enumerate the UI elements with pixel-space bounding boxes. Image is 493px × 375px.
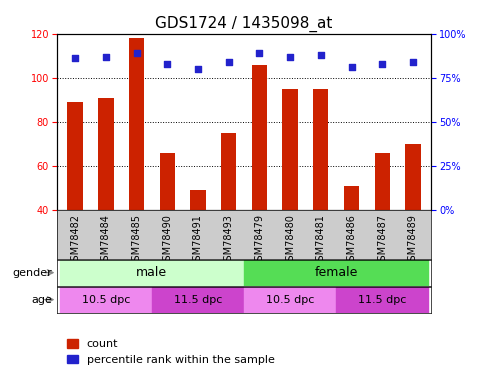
Bar: [405, 144, 421, 210]
Text: GSM78485: GSM78485: [132, 214, 141, 267]
Text: GSM78493: GSM78493: [224, 214, 234, 267]
Bar: [375, 153, 390, 210]
Point: [378, 61, 386, 67]
Point: [348, 64, 355, 70]
Text: GSM78487: GSM78487: [377, 214, 387, 267]
Bar: [60, 286, 152, 313]
Text: GSM78479: GSM78479: [254, 214, 264, 267]
Bar: [190, 190, 206, 210]
Bar: [244, 260, 428, 286]
Bar: [252, 64, 267, 210]
Text: 10.5 dpc: 10.5 dpc: [82, 295, 130, 304]
Text: female: female: [315, 266, 358, 279]
Bar: [98, 98, 113, 210]
Bar: [221, 133, 236, 210]
Point: [225, 59, 233, 65]
Point: [102, 54, 110, 60]
Point: [163, 61, 171, 67]
Title: GDS1724 / 1435098_at: GDS1724 / 1435098_at: [155, 16, 333, 32]
Text: 11.5 dpc: 11.5 dpc: [174, 295, 222, 304]
Text: GSM78486: GSM78486: [347, 214, 356, 267]
Point: [255, 50, 263, 56]
Text: age: age: [31, 295, 52, 304]
Text: GSM78490: GSM78490: [162, 214, 172, 267]
Bar: [68, 102, 83, 210]
Text: GSM78489: GSM78489: [408, 214, 418, 267]
Bar: [344, 186, 359, 210]
Bar: [60, 260, 244, 286]
Bar: [336, 286, 428, 313]
Point: [409, 59, 417, 65]
Text: 10.5 dpc: 10.5 dpc: [266, 295, 315, 304]
Point: [133, 50, 141, 56]
Bar: [152, 286, 244, 313]
Bar: [160, 153, 175, 210]
Text: 11.5 dpc: 11.5 dpc: [358, 295, 406, 304]
Bar: [129, 38, 144, 210]
Text: GSM78491: GSM78491: [193, 214, 203, 267]
Point: [71, 56, 79, 62]
Legend: count, percentile rank within the sample: count, percentile rank within the sample: [62, 335, 279, 369]
Point: [194, 66, 202, 72]
Bar: [282, 89, 298, 210]
Text: male: male: [137, 266, 168, 279]
Point: [317, 52, 325, 58]
Bar: [244, 286, 336, 313]
Text: GSM78484: GSM78484: [101, 214, 111, 267]
Text: GSM78481: GSM78481: [316, 214, 326, 267]
Point: [286, 54, 294, 60]
Text: gender: gender: [12, 268, 52, 278]
Text: GSM78482: GSM78482: [70, 214, 80, 267]
Bar: [313, 89, 328, 210]
Text: GSM78480: GSM78480: [285, 214, 295, 267]
